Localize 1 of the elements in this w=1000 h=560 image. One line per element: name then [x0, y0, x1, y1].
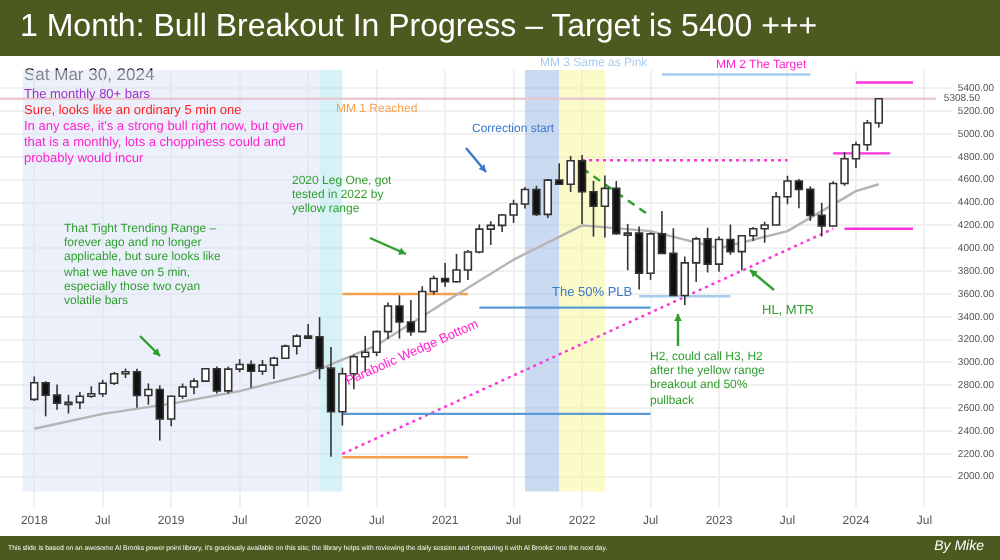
chart-title: 1 Month: Bull Breakout In Progress – Target is 5400 +++ — [0, 0, 1000, 56]
